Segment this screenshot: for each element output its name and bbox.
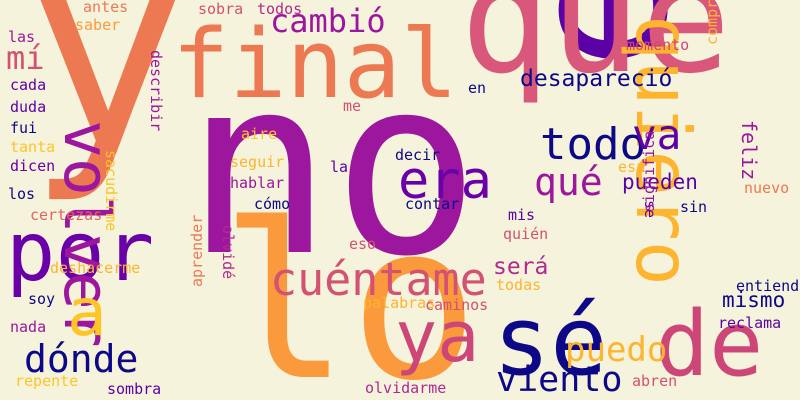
word-aire: aire <box>241 125 278 143</box>
word-esa: esa <box>618 158 646 176</box>
word-aprender: aprender <box>188 214 206 287</box>
word-viento: viento <box>496 360 623 400</box>
word-olvidarme: olvidarme <box>365 379 447 397</box>
word-duda: duda <box>10 98 47 116</box>
word-seguir: seguir <box>230 153 285 171</box>
word-sombra: sombra <box>107 380 162 398</box>
word-será: será <box>493 254 549 280</box>
word-nuevo: nuevo <box>744 179 790 197</box>
word-desapareció: desapareció <box>520 66 673 92</box>
word-cómo: cómo <box>254 195 291 213</box>
word-no: no <box>185 25 481 310</box>
word-va: va <box>632 111 682 159</box>
word-mí: mí <box>6 39 45 77</box>
word-de: de <box>655 292 764 397</box>
word-momento: momento <box>626 36 690 54</box>
word-repente: repente <box>15 372 79 390</box>
word-que: que <box>460 0 731 107</box>
word-comprende: comprende <box>703 0 721 45</box>
word-entiendo: entiendo <box>736 277 800 295</box>
word-todo: todo <box>540 119 646 170</box>
word-pueden: pueden <box>622 170 698 194</box>
word-soy: soy <box>28 290 56 308</box>
word-lo: lo <box>220 177 479 400</box>
word-hablar: hablar <box>230 174 285 192</box>
word-cada: cada <box>10 76 47 94</box>
word-era: era <box>398 151 492 211</box>
word-qué: qué <box>534 160 603 204</box>
word-olvidé: olvidé <box>219 225 237 280</box>
word-quién: quién <box>503 225 549 243</box>
word-palabras: palabras <box>363 294 436 312</box>
word-la: la <box>330 158 349 176</box>
word-tanta: tanta <box>10 138 56 156</box>
word-me: me <box>343 97 362 115</box>
word-caminos: caminos <box>425 296 489 314</box>
word-cambió: cambió <box>270 2 386 40</box>
word-dicen: dicen <box>10 157 56 175</box>
word-a: a <box>67 274 107 351</box>
word-los: los <box>8 185 36 203</box>
word-final: final <box>172 10 458 120</box>
word-en: en <box>468 79 487 97</box>
word-y: y <box>25 0 188 207</box>
word-sobra: sobra <box>198 0 244 18</box>
word-decir: decir <box>395 146 441 164</box>
word-certezas: certezas <box>30 206 103 224</box>
word-deshacerme: deshacerme <box>50 259 141 277</box>
word-reclama: reclama <box>718 314 782 332</box>
word-describir: describir <box>147 50 165 132</box>
word-cuéntame: cuéntame <box>270 253 487 306</box>
word-todos: todos <box>257 0 303 18</box>
word-por: por <box>6 205 155 300</box>
word-sé: sé <box>493 287 608 397</box>
word-las: las <box>8 28 36 46</box>
word-antes: antes <box>83 0 129 16</box>
word-ya: ya <box>395 296 480 378</box>
word-fui: fui <box>10 119 38 137</box>
word-contar: contar <box>405 195 460 213</box>
word-dónde: dónde <box>24 337 139 381</box>
word-mis: mis <box>508 206 536 224</box>
word-saber: saber <box>75 16 121 34</box>
word-sin: sin <box>680 198 708 216</box>
word-todas: todas <box>496 276 542 294</box>
word-mismo: mismo <box>722 288 786 312</box>
word-feliz: feliz <box>737 120 761 181</box>
word-eso: eso <box>349 235 377 253</box>
word-nada: nada <box>10 318 47 336</box>
word-puedo: puedo <box>565 330 668 370</box>
word-sacudirme: sacudirme <box>102 150 120 232</box>
word-abren: abren <box>632 372 678 390</box>
